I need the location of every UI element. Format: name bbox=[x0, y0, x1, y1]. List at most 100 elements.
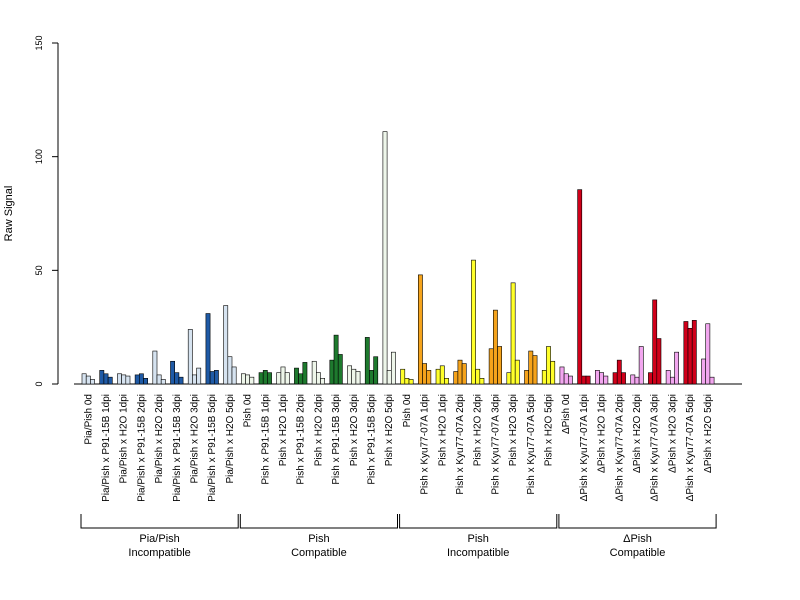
bar bbox=[276, 372, 282, 385]
bar bbox=[559, 366, 565, 385]
category-label: Pish x H2O 5dpi bbox=[544, 394, 555, 466]
bar bbox=[506, 372, 512, 385]
category-label: Pia/Pish x H2O 5dpi bbox=[225, 394, 236, 484]
bar bbox=[567, 375, 573, 385]
group-label-line2: Incompatible bbox=[128, 547, 190, 559]
category-label: Pish x H2O 5dpi bbox=[384, 394, 395, 466]
bar bbox=[298, 373, 304, 385]
category-label: ΔPish 0d bbox=[561, 394, 572, 434]
bar bbox=[683, 321, 689, 385]
bar bbox=[422, 363, 427, 385]
category-label: ΔPish x H2O 3dpi bbox=[667, 394, 678, 473]
category-label: Pish x P91-15B 2dpi bbox=[296, 394, 307, 485]
group-label-line2: Compatible bbox=[291, 547, 347, 559]
bar bbox=[400, 368, 406, 385]
bar bbox=[648, 372, 653, 385]
bar bbox=[241, 373, 246, 385]
category-label: ΔPish x Kyu77-07A 5dpi bbox=[685, 394, 696, 501]
bar bbox=[174, 372, 180, 385]
bar bbox=[262, 370, 268, 385]
group-label-line2: Incompatible bbox=[447, 547, 509, 559]
bar bbox=[453, 371, 459, 385]
bar bbox=[315, 372, 321, 385]
bar bbox=[192, 374, 197, 385]
bar bbox=[156, 374, 162, 385]
bar bbox=[227, 356, 233, 385]
bar bbox=[223, 305, 229, 385]
category-label: Pish x H2O 1dpi bbox=[437, 394, 448, 466]
category-label: Pia/Pish x P91-15B 3dpi bbox=[172, 394, 183, 502]
bar bbox=[351, 368, 357, 385]
category-label: ΔPish x Kyu77-07A 3dpi bbox=[650, 394, 661, 501]
bar bbox=[369, 370, 374, 385]
bar bbox=[630, 374, 636, 385]
category-label: Pia/Pish x H2O 1dpi bbox=[119, 394, 130, 484]
bar bbox=[550, 360, 556, 385]
bar bbox=[302, 362, 308, 385]
category-label: Pia/Pish x P91-15B 2dpi bbox=[136, 394, 147, 502]
bar bbox=[125, 375, 131, 385]
category-label: ΔPish x H2O 2dpi bbox=[632, 394, 643, 473]
bar bbox=[638, 346, 644, 385]
category-label: Pish 0d bbox=[243, 394, 254, 427]
bar bbox=[705, 323, 711, 385]
bar bbox=[107, 376, 113, 385]
bar bbox=[390, 351, 396, 385]
bar bbox=[457, 359, 463, 385]
bar bbox=[528, 350, 534, 385]
bar bbox=[170, 360, 175, 385]
bar bbox=[99, 370, 105, 385]
category-label: Pia/Pish x P91-15B 1dpi bbox=[101, 394, 112, 502]
bar bbox=[152, 350, 158, 385]
bar bbox=[541, 370, 547, 385]
category-label: Pish x P91-15B 5dpi bbox=[367, 394, 378, 485]
bar bbox=[311, 360, 317, 385]
category-label: Pia/Pish x H2O 2dpi bbox=[154, 394, 165, 484]
bar bbox=[90, 379, 95, 385]
bar bbox=[621, 372, 626, 385]
y-tick-label: 100 bbox=[34, 149, 44, 164]
bar bbox=[492, 309, 498, 385]
bar bbox=[284, 372, 290, 385]
category-label: Pish x Kyu77-07A 3dpi bbox=[490, 394, 501, 495]
category-label: ΔPish x H2O 1dpi bbox=[597, 394, 608, 473]
bar bbox=[373, 356, 379, 385]
bar bbox=[471, 259, 476, 385]
bar bbox=[497, 346, 502, 385]
bar bbox=[85, 375, 91, 385]
bar bbox=[444, 378, 449, 385]
bar bbox=[461, 363, 467, 385]
bar bbox=[514, 359, 520, 385]
bar bbox=[479, 378, 485, 385]
bar bbox=[355, 371, 361, 385]
bar bbox=[524, 370, 529, 385]
group-label-line1: ΔPish bbox=[623, 533, 652, 545]
bar bbox=[435, 368, 441, 385]
bar bbox=[577, 189, 583, 385]
bar bbox=[546, 346, 551, 385]
bar bbox=[674, 351, 679, 385]
category-label: Pish x H2O 2dpi bbox=[313, 394, 324, 466]
bar bbox=[139, 373, 144, 385]
bar bbox=[187, 329, 193, 385]
bar bbox=[665, 370, 671, 385]
bar bbox=[532, 355, 538, 385]
category-label: Pish x P91-15B 1dpi bbox=[260, 394, 271, 485]
bar bbox=[709, 376, 715, 385]
bar bbox=[280, 366, 286, 385]
bar bbox=[320, 378, 325, 385]
bar bbox=[475, 368, 481, 385]
bar bbox=[249, 376, 255, 385]
bar bbox=[294, 367, 299, 385]
bar bbox=[143, 378, 148, 385]
y-axis-label: Raw Signal bbox=[3, 186, 15, 242]
bar bbox=[209, 371, 215, 385]
category-label: Pia/Pish 0d bbox=[83, 394, 94, 445]
category-label: Pish x P91-15B 3dpi bbox=[331, 394, 342, 485]
bar bbox=[616, 359, 622, 385]
group-bracket bbox=[80, 514, 239, 529]
category-label: Pia/Pish x P91-15B 5dpi bbox=[207, 394, 218, 502]
bar bbox=[121, 374, 127, 385]
bar bbox=[669, 376, 675, 385]
